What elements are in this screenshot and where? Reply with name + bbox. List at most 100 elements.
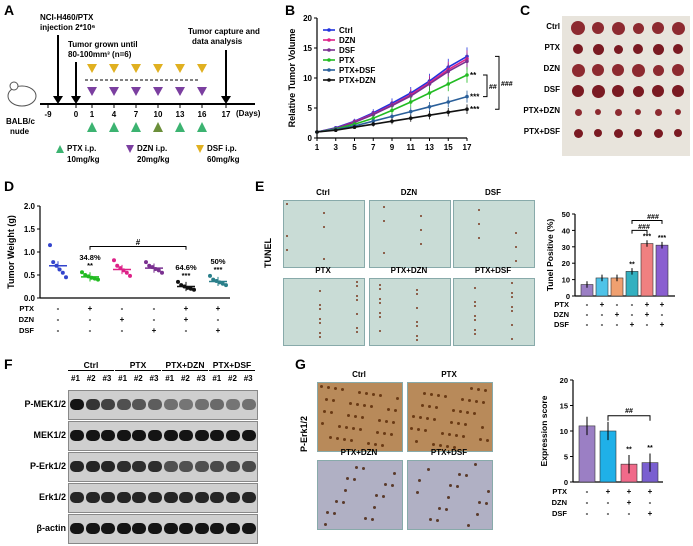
condition-sign: - (121, 304, 124, 313)
tumor-row-label: PTX+DZN (523, 106, 560, 115)
data-point (465, 107, 469, 111)
dsf-dose-marker (153, 64, 163, 73)
ihc-stain-dot (332, 399, 335, 402)
data-point (371, 122, 376, 126)
condition-sign: - (89, 326, 92, 335)
tunel-stain-dot (511, 282, 513, 284)
ihc-stain-dot (417, 428, 420, 431)
blot-lane-label: #2 (86, 374, 96, 383)
sig-label: *** (182, 271, 191, 280)
panel-c-tumor-photos: Ctrl PTX DZN DSF PTX+DZN PTX+DSF (520, 16, 692, 156)
data-point (147, 263, 152, 268)
blot-band (194, 523, 209, 534)
legend-dot (327, 58, 331, 62)
ihc-stain-dot (326, 511, 329, 514)
data-point (427, 91, 432, 95)
blot-band (226, 399, 240, 410)
ihc-stain-dot (457, 422, 460, 425)
condition-sign: + (660, 300, 665, 309)
y-tick-label: 50 (562, 210, 570, 219)
tunel-stain-dot (379, 330, 381, 332)
condition-sign: - (586, 498, 589, 507)
data-point (144, 260, 148, 265)
tunel-stain-dot (416, 335, 418, 337)
blot-band (163, 399, 178, 410)
ihc-stain-dot (346, 477, 349, 480)
condition-sign: - (185, 326, 188, 335)
ptx-dose-marker (131, 122, 141, 132)
dsf-dose-marker (109, 64, 119, 73)
tumor-sample (652, 22, 664, 34)
tunel-stain-dot (323, 212, 325, 214)
ihc-stain-dot (462, 435, 465, 438)
ihc-stain-dot (474, 463, 477, 466)
panel-e-tunel: TUNEL Ctrl DZN DSF PTX PTX+DZN PTX+DSF 0 10 20 3… (255, 178, 693, 353)
blot-band (116, 461, 131, 472)
blot-band (132, 399, 147, 410)
ihc-stain-dot (333, 512, 336, 515)
panel-label-b: B (285, 2, 296, 18)
ihc-stain-dot (459, 410, 462, 413)
ihc-tile-label: PTX+DSF (430, 448, 468, 457)
condition-sign: - (616, 320, 619, 329)
timeline-tick-label: 16 (198, 110, 207, 119)
ihc-stain-dot (438, 507, 441, 510)
condition-sign: - (607, 509, 610, 518)
data-point (48, 243, 52, 248)
x-tick-label: 11 (407, 143, 416, 152)
data-point (224, 283, 228, 288)
condition-sign: - (616, 300, 619, 309)
y-tick-label: 1.5 (24, 225, 36, 234)
legend-label: PTX+DSF (339, 66, 375, 75)
ihc-stain-dot (478, 501, 481, 504)
blot-band (148, 430, 162, 441)
tunel-stain-dot (416, 307, 418, 309)
legend-label: DSF (339, 46, 355, 55)
ihc-stain-dot (436, 519, 439, 522)
y-tick-label: 15 (560, 402, 568, 411)
condition-name: DZN (552, 498, 567, 507)
condition-sign: + (606, 487, 611, 496)
ihc-stain-dot (426, 417, 429, 420)
condition-sign: - (631, 310, 634, 319)
condition-sign: - (57, 315, 60, 324)
bracket-label: ## (489, 84, 497, 91)
data-point (156, 268, 161, 273)
blot-band (85, 461, 100, 472)
data-point (390, 114, 394, 119)
inhibition-label: 50% (210, 257, 225, 266)
data-point (446, 100, 451, 104)
condition-name: PTX (552, 487, 567, 496)
tumor-sample (675, 109, 681, 115)
ihc-stain-dot (374, 443, 377, 446)
tumor-sample (653, 128, 663, 138)
ihc-stain-dot (393, 472, 396, 475)
legend-dot (327, 28, 331, 32)
panel-d-scatter: 0.0 0.5 1.0 1.5 2.0 Tumor Weight (g) 34.8% ** 64… (0, 178, 250, 353)
blot-band (194, 430, 209, 441)
blot-lane-label: #3 (196, 374, 206, 383)
condition-name: DSF (552, 509, 567, 518)
ihc-stain-dot (387, 408, 390, 411)
condition-name: PTX (19, 304, 34, 313)
condition-sign: - (631, 300, 634, 309)
tumor-sample (571, 21, 585, 35)
bracket-label: ## (625, 408, 633, 415)
condition-sign: - (661, 310, 664, 319)
tunel-image (369, 200, 451, 268)
ihc-stain-dot (358, 391, 361, 394)
tumor-sample (573, 44, 583, 54)
ihc-stain-dot (479, 438, 482, 441)
y-tick-label: 0.0 (24, 294, 36, 303)
blot-band (70, 523, 84, 534)
tumor-row-label: PTX+DSF (523, 127, 560, 136)
timeline-tick-label: 7 (134, 110, 139, 119)
tunel-side-label: TUNEL (263, 238, 273, 268)
blot-band (226, 492, 240, 503)
days-text: (Days) (236, 109, 261, 118)
tunel-stain-dot (356, 327, 358, 329)
tumor-row-label: DZN (543, 64, 560, 73)
blot-band (194, 461, 209, 472)
panel-label-f: F (4, 356, 13, 372)
tunel-image (453, 278, 535, 346)
